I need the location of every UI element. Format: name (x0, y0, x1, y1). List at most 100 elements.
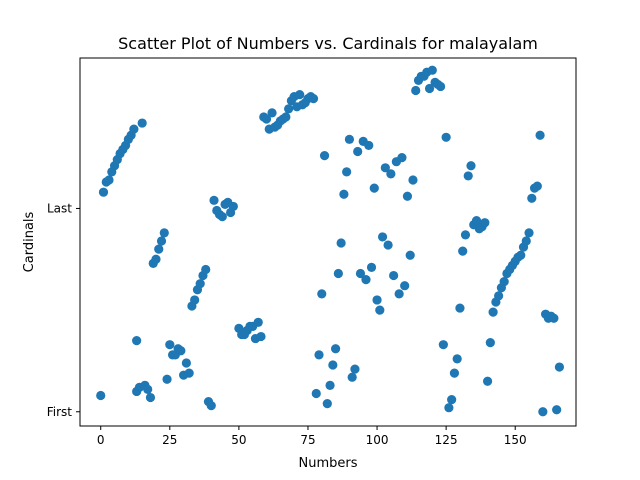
data-point-156 (527, 193, 537, 203)
data-point-113 (408, 175, 418, 185)
data-point-60 (261, 114, 272, 124)
data-point-102 (377, 232, 388, 242)
data-point-19 (145, 392, 156, 403)
data-point-93 (353, 146, 363, 157)
data-point-159 (535, 130, 545, 140)
data-point-127 (447, 394, 457, 405)
data-point-136 (471, 216, 482, 226)
data-point-57 (253, 317, 263, 327)
data-point-132 (460, 230, 471, 240)
data-point-18 (143, 384, 153, 394)
data-points (96, 65, 565, 417)
data-point-105 (386, 169, 396, 179)
data-point-62 (267, 108, 277, 118)
data-point-30 (176, 346, 186, 356)
data-point-67 (281, 112, 291, 122)
data-point-49 (228, 201, 238, 212)
data-point-100 (372, 295, 382, 305)
data-point-68 (284, 104, 294, 114)
data-point-96 (361, 275, 371, 285)
data-point-72 (295, 90, 305, 100)
data-point-39 (201, 264, 211, 275)
data-point-3 (104, 175, 114, 185)
data-point-1 (98, 187, 109, 197)
data-point-98 (366, 262, 377, 273)
chart-title: Scatter Plot of Numbers vs. Cardinals fo… (118, 34, 538, 53)
data-point-45 (217, 211, 227, 222)
data-point-25 (162, 374, 172, 384)
data-point-144 (494, 291, 504, 301)
data-point-142 (488, 307, 498, 317)
data-point-89 (342, 167, 352, 177)
x-axis-label: Numbers (299, 456, 358, 471)
data-point-114 (411, 85, 421, 96)
data-point-125 (441, 132, 451, 142)
data-point-14 (132, 336, 142, 346)
data-point-129 (452, 354, 462, 364)
data-point-12 (129, 124, 139, 134)
data-point-112 (405, 250, 415, 260)
data-point-133 (463, 171, 473, 181)
data-point-139 (480, 218, 490, 228)
data-point-83 (325, 380, 335, 390)
data-point-81 (319, 150, 330, 161)
data-point-85 (331, 344, 341, 354)
data-point-108 (394, 289, 404, 299)
data-point-111 (402, 191, 413, 201)
data-point-109 (397, 153, 407, 163)
x-tick-label: 150 (504, 433, 527, 447)
data-point-155 (524, 228, 534, 238)
data-point-130 (455, 303, 465, 313)
data-point-119 (424, 83, 435, 94)
data-point-79 (314, 350, 324, 360)
data-point-106 (389, 270, 399, 281)
data-point-91 (347, 372, 357, 382)
data-point-87 (336, 238, 346, 248)
data-point-41 (206, 401, 216, 411)
data-point-78 (311, 388, 321, 399)
data-point-131 (458, 246, 468, 256)
data-point-88 (339, 189, 349, 199)
data-point-166 (554, 362, 565, 372)
data-point-58 (256, 331, 266, 342)
y-tick-label: Last (47, 201, 72, 215)
data-point-152 (516, 250, 526, 260)
data-point-120 (427, 65, 437, 75)
data-point-26 (165, 340, 175, 350)
data-point-37 (195, 279, 205, 289)
data-point-22 (154, 244, 164, 254)
y-axis: First Last (47, 201, 80, 419)
x-tick-label: 100 (366, 433, 389, 447)
data-point-165 (552, 405, 562, 415)
data-point-21 (151, 254, 161, 264)
data-point-97 (364, 140, 374, 151)
data-point-77 (308, 94, 319, 104)
data-point-0 (96, 390, 106, 401)
data-point-99 (369, 183, 379, 193)
data-point-42 (209, 195, 219, 205)
data-point-123 (436, 81, 446, 92)
plot-frame (79, 57, 577, 427)
data-point-103 (380, 163, 390, 173)
data-point-94 (355, 268, 366, 279)
data-point-92 (350, 364, 360, 374)
data-point-32 (181, 358, 191, 368)
x-tick-label: 25 (162, 433, 177, 447)
data-point-128 (449, 368, 460, 378)
data-point-134 (466, 161, 476, 171)
x-tick-label: 125 (435, 433, 458, 447)
data-point-24 (159, 228, 169, 238)
data-point-110 (400, 281, 410, 291)
y-tick-label: First (47, 405, 73, 419)
data-point-141 (485, 338, 495, 348)
data-point-146 (499, 277, 509, 287)
x-tick-label: 0 (97, 433, 105, 447)
x-tick-label: 75 (300, 433, 315, 447)
data-point-86 (333, 268, 343, 279)
data-point-124 (438, 340, 448, 350)
data-point-140 (482, 376, 493, 386)
data-point-84 (328, 360, 338, 370)
data-point-104 (383, 240, 393, 250)
data-point-33 (184, 368, 194, 378)
